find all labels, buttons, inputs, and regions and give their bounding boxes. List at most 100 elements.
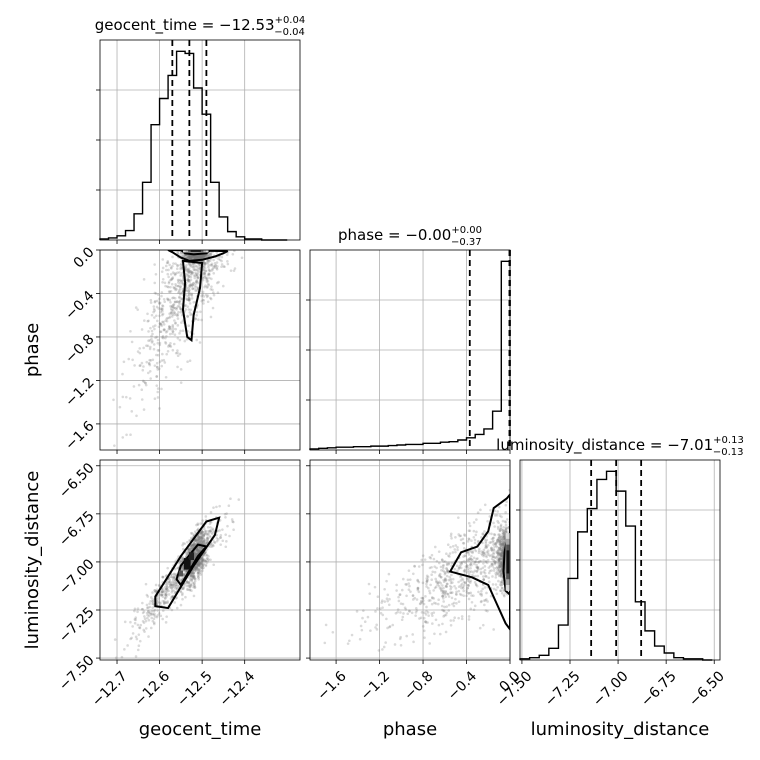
sample-point <box>166 600 169 603</box>
sample-point <box>466 558 470 561</box>
sample-point <box>386 593 390 597</box>
sample-point <box>240 256 244 260</box>
sample-point <box>475 584 479 588</box>
sample-point <box>184 265 187 269</box>
sample-point <box>121 436 125 439</box>
sample-point <box>182 586 186 590</box>
sample-point <box>223 265 226 269</box>
sample-point <box>164 574 168 578</box>
sample-point <box>194 255 198 258</box>
sample-point <box>423 558 427 561</box>
sample-point <box>404 608 408 611</box>
sample-point <box>192 543 195 547</box>
sample-point <box>166 261 170 265</box>
sample-point <box>448 552 452 555</box>
sample-point <box>188 286 191 289</box>
sample-point <box>160 270 164 273</box>
sample-point <box>212 293 216 297</box>
y-tick-label: −7.25 <box>56 604 98 646</box>
panel-frame <box>309 459 511 661</box>
sample-point <box>496 545 499 549</box>
sample-point <box>501 542 505 546</box>
sample-point <box>182 254 185 258</box>
sample-point <box>194 317 197 320</box>
sample-point <box>218 504 221 508</box>
sample-point <box>160 593 163 597</box>
sample-point <box>453 548 457 551</box>
sample-point <box>195 289 198 292</box>
sample-point <box>324 623 328 627</box>
sample-point <box>144 627 148 630</box>
sample-point <box>174 581 178 585</box>
sample-point <box>500 565 503 569</box>
sample-point <box>496 539 499 542</box>
sample-point <box>501 545 505 549</box>
sample-point <box>416 588 420 592</box>
sample-point <box>191 542 195 546</box>
sample-point <box>196 540 200 543</box>
sample-point <box>405 634 408 638</box>
sample-point <box>465 591 469 594</box>
sample-point <box>148 363 152 367</box>
sample-point <box>134 655 138 658</box>
sample-point <box>200 559 204 562</box>
sample-point <box>172 306 176 309</box>
sample-point <box>149 345 152 349</box>
sample-point <box>200 255 203 258</box>
sample-point <box>200 256 203 260</box>
sample-point <box>395 583 398 587</box>
sample-point <box>179 266 183 270</box>
sample-point <box>502 589 505 592</box>
sample-point <box>180 593 184 597</box>
sample-point <box>430 612 434 615</box>
sample-point <box>169 311 173 315</box>
sample-point <box>502 534 505 537</box>
sample-point <box>503 538 507 541</box>
sample-point <box>414 611 418 614</box>
sample-point <box>211 288 214 292</box>
sample-point <box>206 534 209 537</box>
sample-point <box>428 589 431 593</box>
sample-point <box>501 549 504 553</box>
sample-point <box>191 283 194 287</box>
sample-point <box>420 611 424 614</box>
sample-point <box>231 252 235 256</box>
sample-point <box>472 529 476 533</box>
sample-point <box>193 556 197 559</box>
sample-point <box>398 593 402 597</box>
sample-point <box>175 596 179 599</box>
sample-point <box>158 302 161 306</box>
x-axis-label-phase: phase <box>383 719 437 740</box>
sample-point <box>451 602 454 606</box>
sample-point <box>170 582 173 585</box>
sample-point <box>167 345 170 348</box>
sample-point <box>455 564 459 568</box>
sample-point <box>195 256 199 259</box>
sample-point <box>120 655 124 659</box>
sample-point <box>498 570 502 574</box>
sample-point <box>493 561 497 564</box>
sample-point <box>189 272 193 275</box>
sample-point <box>148 362 151 366</box>
sample-point <box>496 519 499 523</box>
sample-point <box>456 548 459 552</box>
sample-point <box>143 319 146 322</box>
sample-point <box>197 560 201 563</box>
sample-point <box>170 590 174 594</box>
sample-point <box>212 266 215 269</box>
sample-point <box>421 554 425 557</box>
sample-point <box>467 584 470 588</box>
sample-point <box>149 599 152 603</box>
sample-point <box>206 285 209 288</box>
sample-point <box>190 282 193 286</box>
sample-point <box>150 613 153 616</box>
sample-point <box>181 288 185 291</box>
sample-point <box>377 649 381 652</box>
sample-point <box>499 589 503 593</box>
sample-point <box>180 297 183 301</box>
sample-point <box>432 611 436 614</box>
sample-point <box>191 543 195 547</box>
sample-point <box>403 606 407 610</box>
sample-point <box>500 562 503 565</box>
sample-point <box>130 636 133 640</box>
